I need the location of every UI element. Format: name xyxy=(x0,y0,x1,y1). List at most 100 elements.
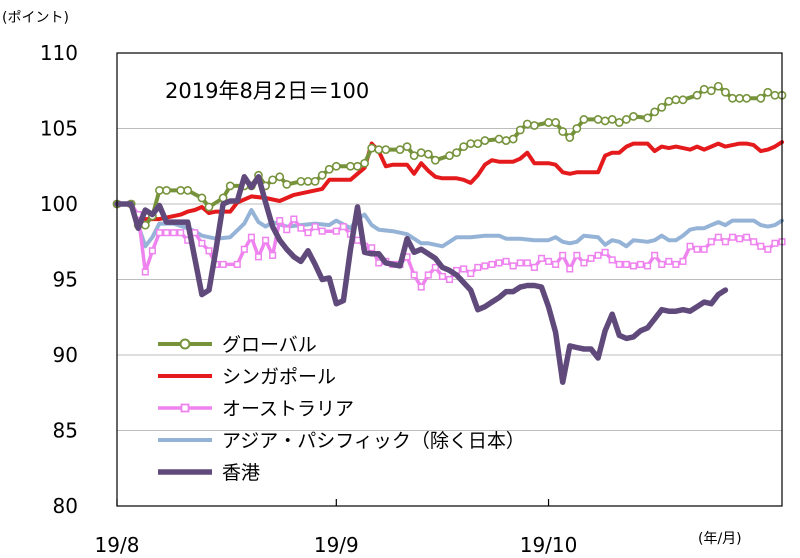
point-global-70 xyxy=(706,86,716,96)
point-australia-19 xyxy=(262,236,270,244)
series-line-singapore xyxy=(115,140,784,222)
point-australia-58 xyxy=(544,257,553,265)
point-global-30 xyxy=(374,145,384,155)
point-global-29 xyxy=(367,143,377,153)
point-australia-11 xyxy=(198,239,206,247)
point-global-63 xyxy=(650,107,660,117)
point-australia-41 xyxy=(424,271,432,279)
point-global-23 xyxy=(317,170,327,180)
point-australia-65 xyxy=(594,251,602,259)
point-global-8 xyxy=(183,186,193,195)
point-australia-82 xyxy=(714,233,722,241)
point-australia-5 xyxy=(155,229,163,237)
point-global-32 xyxy=(395,145,405,155)
point-australia-78 xyxy=(686,242,694,250)
series-singapore xyxy=(115,140,784,222)
point-australia-15 xyxy=(233,260,241,268)
x-tick-label-0: 19/8 xyxy=(95,533,140,557)
point-global-9 xyxy=(197,193,207,203)
point-global-54 xyxy=(572,124,582,133)
point-australia-87 xyxy=(750,238,758,246)
point-global-66 xyxy=(671,95,681,105)
point-australia-33 xyxy=(368,244,376,252)
point-global-17 xyxy=(268,175,278,185)
point-australia-42 xyxy=(431,263,439,271)
point-australia-48 xyxy=(474,263,482,271)
y-tick-label-85: 85 xyxy=(53,419,78,443)
point-global-46 xyxy=(508,134,518,144)
legend-item-asia-pacific: アジア・パシフィック（除く日本） xyxy=(158,430,525,452)
point-australia-84 xyxy=(728,233,737,241)
point-australia-17 xyxy=(247,233,255,241)
x-tick-label-2: 19/10 xyxy=(520,533,578,557)
point-australia-69 xyxy=(622,260,630,268)
point-global-59 xyxy=(614,118,624,127)
point-australia-29 xyxy=(339,223,347,231)
point-global-45 xyxy=(501,136,511,145)
point-australia-26 xyxy=(311,223,319,231)
series-global xyxy=(112,81,787,230)
y-tick-labels: 80 85 90 95 100 105 110 xyxy=(40,41,78,518)
point-global-50 xyxy=(544,118,553,127)
point-global-57 xyxy=(600,116,610,126)
point-australia-86 xyxy=(743,233,751,241)
point-global-12 xyxy=(225,181,235,191)
point-global-67 xyxy=(678,95,688,105)
point-global-33 xyxy=(402,142,412,152)
series-lines xyxy=(112,81,787,385)
point-australia-90 xyxy=(771,239,779,247)
point-global-18 xyxy=(275,172,285,182)
x-tick-label-1: 19/9 xyxy=(314,533,359,557)
point-global-7 xyxy=(176,186,186,195)
point-australia-62 xyxy=(573,251,581,259)
point-global-77 xyxy=(763,87,773,97)
point-australia-8 xyxy=(177,229,185,237)
point-global-37 xyxy=(430,155,440,165)
point-australia-28 xyxy=(332,227,340,235)
point-global-38 xyxy=(445,151,454,161)
point-australia-64 xyxy=(587,254,595,262)
point-australia-79 xyxy=(693,245,701,253)
y-tick-label-105: 105 xyxy=(40,117,78,141)
point-australia-31 xyxy=(353,236,362,244)
point-global-60 xyxy=(621,115,631,124)
point-australia-12 xyxy=(205,247,213,255)
point-australia-55 xyxy=(523,259,531,267)
point-australia-60 xyxy=(559,251,567,259)
point-global-42 xyxy=(473,139,483,148)
point-global-64 xyxy=(657,102,667,112)
point-australia-44 xyxy=(445,275,454,284)
point-global-73 xyxy=(728,93,737,103)
point-australia-4 xyxy=(148,247,156,255)
point-australia-23 xyxy=(290,215,298,223)
point-global-22 xyxy=(310,176,320,186)
point-global-48 xyxy=(522,119,532,129)
point-australia-51 xyxy=(495,259,503,267)
point-global-52 xyxy=(558,127,568,136)
legend-label-singapore: シンガポール xyxy=(222,366,336,388)
point-global-74 xyxy=(735,93,744,103)
point-australia-22 xyxy=(283,226,291,234)
point-australia-75 xyxy=(665,257,673,265)
point-australia-53 xyxy=(509,262,517,270)
series-asia-pacific xyxy=(115,202,784,249)
point-global-24 xyxy=(324,164,334,174)
point-global-49 xyxy=(529,121,539,130)
point-australia-76 xyxy=(672,260,680,268)
y-tick-label-110: 110 xyxy=(40,41,78,65)
point-australia-72 xyxy=(644,262,652,270)
point-australia-57 xyxy=(537,254,546,262)
y-tick-label-95: 95 xyxy=(53,268,78,292)
point-global-68 xyxy=(692,90,702,100)
point-global-10 xyxy=(204,202,214,212)
point-australia-18 xyxy=(254,253,263,261)
y-axis-unit-label: (ポイント) xyxy=(2,10,69,26)
x-axis-unit-label: (年/月) xyxy=(698,531,742,547)
point-global-40 xyxy=(459,142,469,152)
point-australia-71 xyxy=(636,260,645,268)
point-australia-61 xyxy=(566,265,574,273)
point-global-21 xyxy=(303,176,313,186)
point-australia-83 xyxy=(721,238,729,246)
point-global-78 xyxy=(770,90,780,100)
